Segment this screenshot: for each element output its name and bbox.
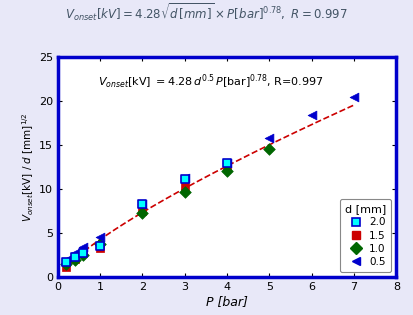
Point (224, 160, 230, 165)
Point (63, 258, 69, 263)
Point (224, 169, 230, 174)
Point (71, 256, 78, 261)
Point (139, 209, 146, 214)
Point (182, 189, 188, 194)
Point (224, 160, 230, 165)
Point (224, 164, 230, 169)
Point (97, 241, 103, 246)
Point (182, 176, 188, 181)
Point (80, 250, 87, 255)
Point (97, 246, 103, 251)
Point (139, 202, 146, 207)
Point (71, 255, 78, 260)
Point (139, 210, 146, 215)
Point (351, 95, 358, 100)
Point (266, 135, 273, 140)
Legend: 2.0, 1.5, 1.0, 0.5: 2.0, 1.5, 1.0, 0.5 (339, 199, 391, 272)
Point (71, 257, 78, 262)
Point (71, 250, 78, 255)
Text: $V_{onset}$[kV] $= 4.28\, d^{0.5}\, P$[bar]$^{0.78}$, R=0.997: $V_{onset}$[kV] $= 4.28\, d^{0.5}\, P$[b… (98, 72, 324, 90)
Y-axis label: $V_{onset}$[kV] / $d$ [mm]$^{1/2}$: $V_{onset}$[kV] / $d$ [mm]$^{1/2}$ (21, 112, 36, 222)
Point (63, 259, 69, 264)
Text: $V_{onset}[kV]=4.28\sqrt{d\,[mm]}\times P[bar]^{0.78},\ R=0.997$: $V_{onset}[kV]=4.28\sqrt{d\,[mm]}\times … (65, 2, 348, 23)
Point (80, 253, 87, 258)
Point (80, 245, 87, 250)
Point (63, 261, 69, 266)
Point (97, 244, 103, 249)
X-axis label: P [bar]: P [bar] (206, 295, 248, 308)
Point (182, 184, 188, 189)
Point (266, 147, 273, 152)
Point (309, 112, 315, 117)
Point (182, 177, 188, 182)
Point (80, 249, 87, 254)
Point (139, 202, 146, 207)
Point (97, 234, 103, 239)
Point (63, 264, 69, 269)
